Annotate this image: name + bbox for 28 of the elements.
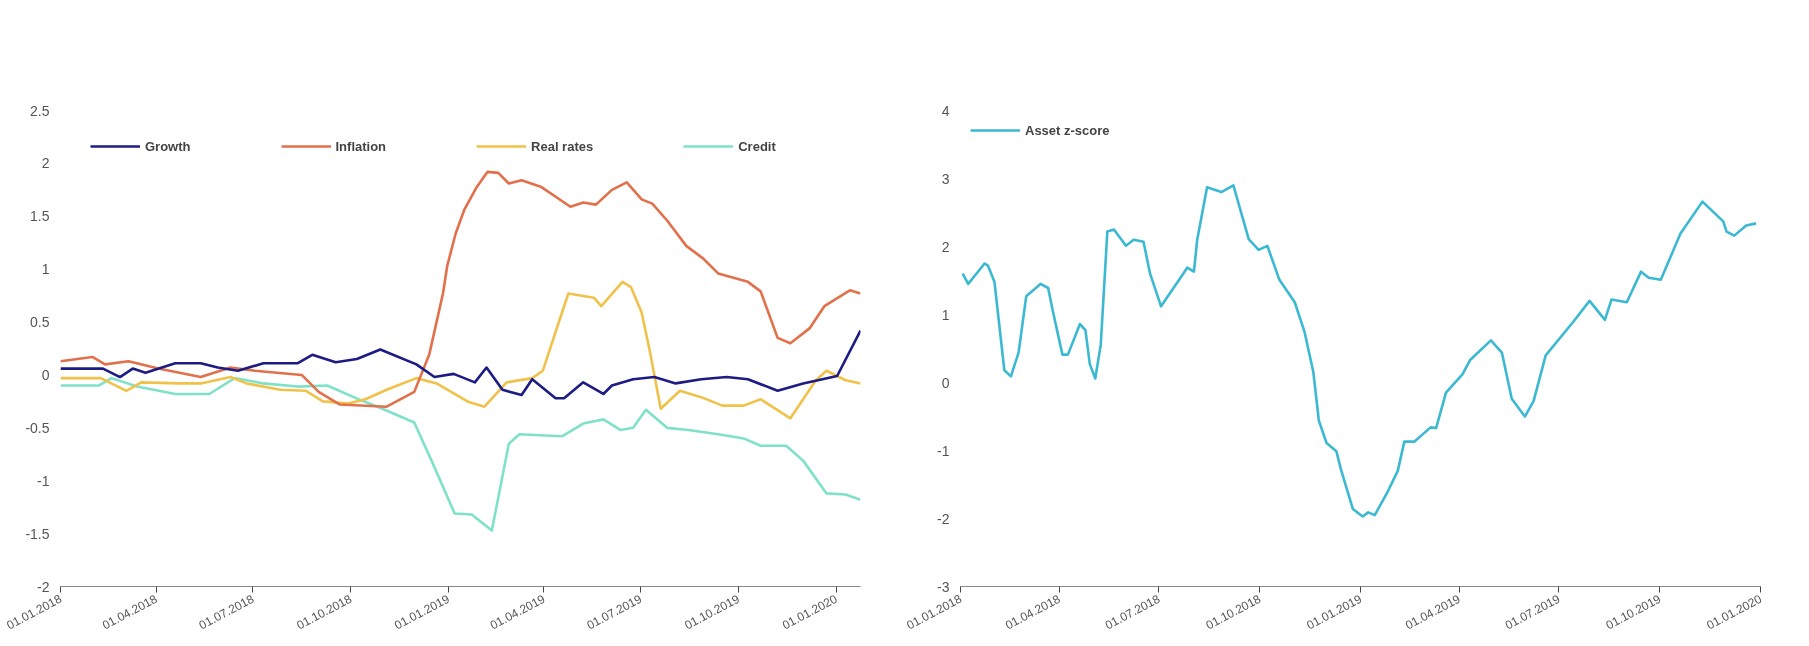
y-tick-label: -1.5	[25, 525, 50, 542]
y-tick-label: -3	[937, 578, 950, 595]
y-tick-label: 2.5	[30, 102, 50, 119]
line-series	[60, 376, 861, 532]
y-tick-label: 2	[941, 238, 950, 255]
legend-label: Inflation	[335, 138, 387, 154]
line-series	[60, 280, 861, 420]
y-tick-label: -1	[937, 442, 950, 459]
y-tick-label: 1	[41, 261, 50, 278]
line-series	[60, 170, 861, 408]
line-series	[961, 184, 1758, 518]
y-tick-label: 0	[941, 374, 950, 391]
line-series	[60, 329, 861, 400]
y-tick-label: -2	[937, 510, 950, 527]
y-tick-label: 3	[941, 170, 950, 187]
y-tick-label: -0.5	[25, 419, 50, 436]
y-tick-label: 2	[41, 155, 50, 172]
legend-label: Growth	[145, 138, 191, 154]
y-tick-label: 1.5	[30, 208, 50, 225]
y-tick-label: -2	[37, 578, 50, 595]
y-tick-label: 4	[941, 102, 950, 119]
y-tick-label: 0.5	[30, 314, 50, 331]
y-tick-label: 1	[941, 306, 950, 323]
y-tick-label: 0	[41, 366, 50, 383]
legend-label: Credit	[738, 138, 776, 154]
legend-label: Asset z-score	[1025, 122, 1110, 138]
legend-label: Real rates	[531, 138, 594, 154]
y-tick-label: -1	[37, 472, 50, 489]
